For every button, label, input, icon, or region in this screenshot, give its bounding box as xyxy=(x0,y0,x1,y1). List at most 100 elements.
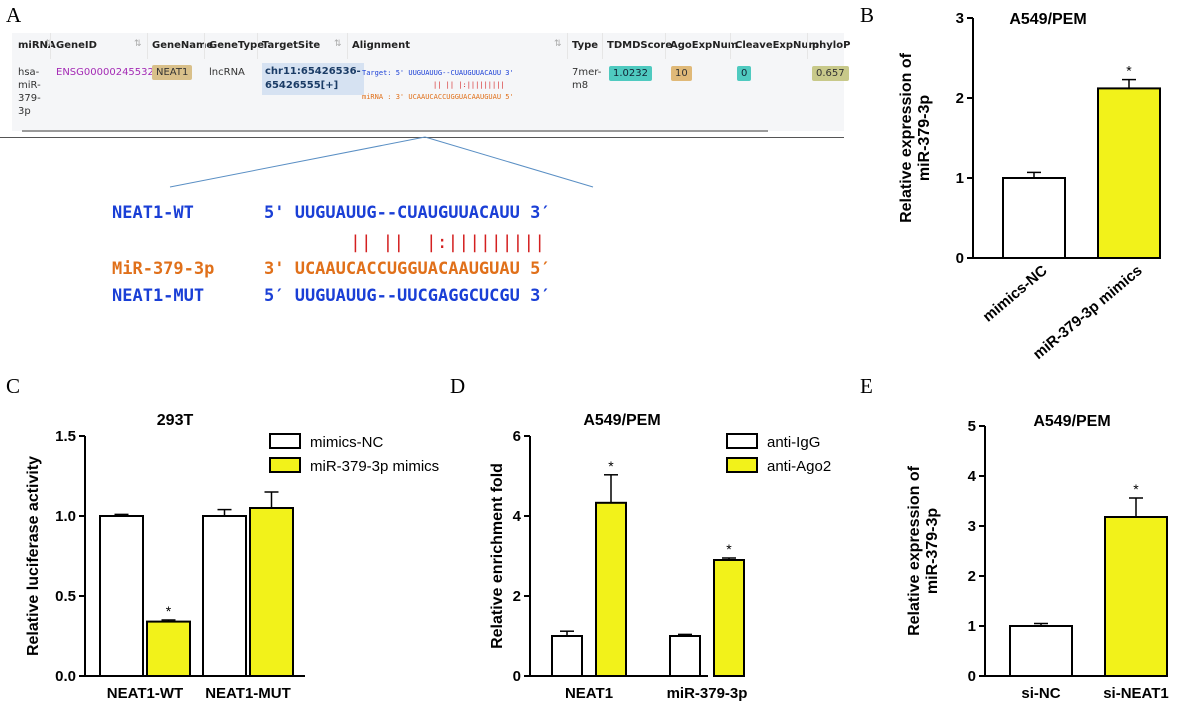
cell-agoexpnum: 10 xyxy=(671,66,692,81)
panel-letter-e: E xyxy=(860,374,873,398)
header-mirna[interactable]: miRNA xyxy=(18,40,56,51)
y-axis-label: Relative luciferase activity xyxy=(25,456,42,656)
y-tick-label: 1 xyxy=(956,170,964,187)
chart-d: A549/PEM Relative enrichment fold 0 2 4 6 * NEA… xyxy=(489,412,831,702)
y-axis-label-line: Relative expression of xyxy=(906,465,923,636)
chart-c: 293T Relative luciferase activity 0.0 0.5 1.… xyxy=(25,412,439,702)
bar xyxy=(1104,516,1168,677)
chart-title: 293T xyxy=(157,412,194,429)
legend-label: anti-Ago2 xyxy=(767,458,831,475)
bar xyxy=(551,635,583,677)
mir-sequence: 3' UCAAUCACCUGGUACAAUGUAU 5′ xyxy=(264,259,551,279)
sort-icon[interactable]: ⇅ xyxy=(45,39,53,49)
bar xyxy=(99,515,144,677)
significance-star: * xyxy=(1126,63,1132,79)
cell-phylop: 0.657 xyxy=(812,66,849,81)
y-axis-label: Relative expression ofmiR-379-3p xyxy=(906,465,941,636)
header-agoexpnum[interactable]: AgoExpNum xyxy=(670,40,739,51)
y-tick-label: 0 xyxy=(956,250,964,267)
table-scrollbar[interactable] xyxy=(22,130,768,132)
x-tick-label: miR-379-3p xyxy=(667,685,748,702)
legend-label: miR-379-3p mimics xyxy=(310,458,439,475)
y-tick-label: 3 xyxy=(968,518,976,535)
sort-icon[interactable]: ⇅ xyxy=(134,39,142,49)
header-genetype[interactable]: GeneType xyxy=(209,40,264,51)
bar xyxy=(202,515,247,677)
y-tick-label: 5 xyxy=(968,418,976,435)
significance-star: * xyxy=(726,541,732,557)
chart-b: A549/PEM Relative expression ofmiR-379-3p… xyxy=(898,10,1161,363)
header-genename[interactable]: GeneName xyxy=(152,40,214,51)
pairing-lines: || || |:||||||||| xyxy=(350,232,546,253)
chart-title: A549/PEM xyxy=(583,412,660,429)
significance-star: * xyxy=(608,458,614,474)
y-axis-label-line: Relative luciferase activity xyxy=(25,456,42,656)
y-tick-label: 0 xyxy=(968,668,976,685)
y-tick-label: 0.0 xyxy=(55,668,76,685)
x-tick-label: si-NEAT1 xyxy=(1103,685,1169,702)
chart-title: A549/PEM xyxy=(1033,413,1110,430)
cell-alignment: Target: 5' UUGUAUUG--CUAUGUUACAUU 3' || … xyxy=(362,69,514,101)
cell-tdmdscore: 1.0232 xyxy=(609,66,652,81)
legend-label: anti-IgG xyxy=(767,434,820,451)
panel-letter-a: A xyxy=(6,3,22,27)
x-tick-label: NEAT1 xyxy=(565,685,613,702)
cell-genetype: lncRNA xyxy=(209,67,245,78)
bar xyxy=(1002,177,1066,259)
mir-label: MiR-379-3p xyxy=(112,259,215,279)
cell-mirna: hsa-miR- 379- 3p xyxy=(18,67,41,117)
bar xyxy=(146,620,191,678)
x-tick-label: mimics-NC xyxy=(980,262,1051,325)
y-tick-label: 3 xyxy=(956,10,964,27)
y-tick-label: 4 xyxy=(513,508,522,525)
wt-sequence: 5' UUGUAUUG--CUAUGUUACAUU 3′ xyxy=(264,203,551,223)
y-axis-label-line: miR-379-3p xyxy=(916,95,933,181)
header-targetsite[interactable]: TargetSite xyxy=(262,40,321,51)
chart-e: A549/PEM Relative expression ofmiR-379-3p… xyxy=(906,413,1169,702)
panel-letter-b: B xyxy=(860,3,875,27)
significance-star: * xyxy=(166,603,172,619)
panel-letter-c: C xyxy=(6,374,21,398)
bar xyxy=(669,635,701,677)
chart-title: A549/PEM xyxy=(1009,11,1086,28)
cell-targetsite: chr11:65426536- 65426555[+] xyxy=(262,63,364,95)
bar xyxy=(249,507,294,677)
legend-swatch xyxy=(726,457,758,473)
header-type[interactable]: Type xyxy=(572,40,599,51)
cell-genename: NEAT1 xyxy=(152,65,193,80)
significance-star: * xyxy=(1133,481,1139,497)
y-tick-label: 2 xyxy=(513,588,521,605)
header-alignment[interactable]: Alignment xyxy=(352,40,410,51)
sort-icon[interactable]: ⇅ xyxy=(554,39,562,49)
y-tick-label: 1.5 xyxy=(55,428,76,445)
mut-sequence: 5′ UUGUAUUG--UUCGAGGCUCGU 3′ xyxy=(264,286,551,306)
legend-swatch xyxy=(726,433,758,449)
y-tick-label: 0.5 xyxy=(55,588,76,605)
cell-type: 7mer-m8 xyxy=(572,67,602,91)
header-phylop[interactable]: phyloP xyxy=(812,40,851,51)
cell-cleaveexpnum: 0 xyxy=(737,66,752,81)
y-tick-label: 2 xyxy=(968,568,976,585)
x-tick-label: NEAT1-WT xyxy=(107,685,183,702)
y-axis-label-line: Relative enrichment fold xyxy=(489,463,506,649)
bar xyxy=(595,501,627,677)
y-tick-label: 4 xyxy=(968,468,977,485)
y-axis-label: Relative expression ofmiR-379-3p xyxy=(898,52,933,223)
header-tdmdscore[interactable]: TDMDScore xyxy=(607,40,673,51)
y-tick-label: 6 xyxy=(513,428,521,445)
y-axis-label: Relative enrichment fold xyxy=(489,463,506,649)
cell-geneid[interactable]: ENSG00000245532 xyxy=(56,67,154,78)
x-tick-label: NEAT1-MUT xyxy=(205,685,291,702)
legend-label: mimics-NC xyxy=(310,434,383,451)
y-tick-label: 1.0 xyxy=(55,508,76,525)
y-axis-label-line: Relative expression of xyxy=(898,52,915,223)
y-tick-label: 2 xyxy=(956,90,964,107)
sort-icon[interactable]: ⇅ xyxy=(334,39,342,49)
bar xyxy=(1009,625,1073,677)
y-tick-label: 0 xyxy=(513,668,521,685)
header-geneid[interactable]: GeneID xyxy=(56,40,97,51)
header-cleaveexpnum[interactable]: CleaveExpNum xyxy=(735,40,819,51)
table-row[interactable]: hsa-miR- 379- 3p ENSG00000245532 NEAT1 lnc… xyxy=(12,59,849,131)
mut-label: NEAT1-MUT xyxy=(112,286,205,306)
table-header: miRNA ⇅ GeneID ⇅ GeneName GeneType Targe… xyxy=(12,33,850,60)
